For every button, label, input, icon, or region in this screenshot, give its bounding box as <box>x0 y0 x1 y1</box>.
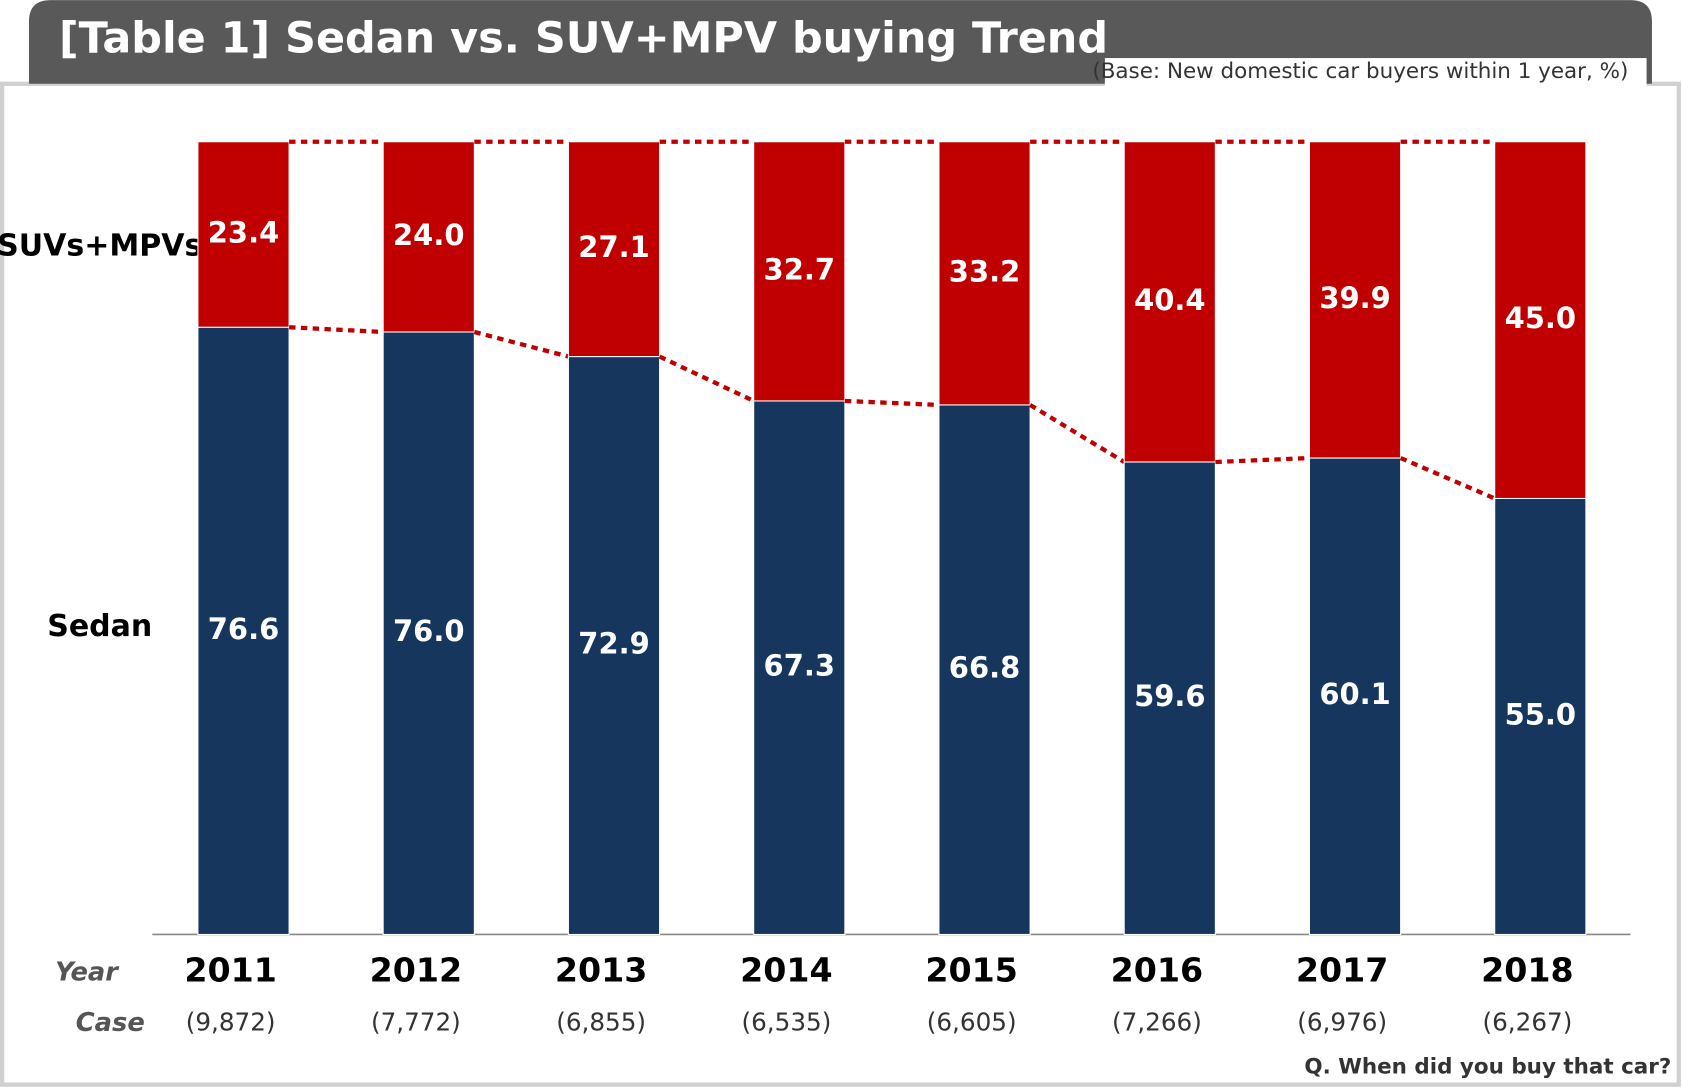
data-label: 66.8 <box>949 651 1020 685</box>
data-label: 23.4 <box>208 215 279 249</box>
footnote: Q. When did you buy that car? <box>1304 1054 1671 1079</box>
series-label: SUVs+MPVs <box>0 228 202 263</box>
data-label: 72.9 <box>578 627 649 661</box>
trend-connector <box>473 329 569 359</box>
case-label: (6,535) <box>741 1007 831 1036</box>
case-label: (6,267) <box>1483 1007 1573 1036</box>
data-label: 45.0 <box>1505 301 1576 335</box>
chart-title: [Table 1] Sedan vs. SUV+MPV buying Trend <box>59 13 1108 63</box>
x-tick-label: 2014 <box>740 951 833 990</box>
case-label: (6,976) <box>1297 1007 1387 1036</box>
case-label: (6,855) <box>556 1007 646 1036</box>
trend-connector <box>658 354 755 403</box>
bar-segment <box>1123 461 1216 936</box>
x-tick-label: 2017 <box>1296 951 1389 990</box>
subtitle-panel <box>1104 58 1647 86</box>
case-label: (7,266) <box>1112 1007 1202 1036</box>
bar-segment <box>197 141 290 328</box>
x-tick-label: 2013 <box>555 951 648 990</box>
bar-segment <box>1308 141 1402 459</box>
data-label: 60.1 <box>1319 677 1390 711</box>
data-label: 76.0 <box>393 614 464 648</box>
data-label: 76.6 <box>208 612 279 646</box>
trend-connector <box>1215 455 1310 465</box>
case-label: (6,605) <box>927 1007 1017 1036</box>
data-label: 33.2 <box>949 254 1020 288</box>
bar-segment <box>753 400 846 936</box>
data-label: 39.9 <box>1319 281 1390 315</box>
case-label: (7,772) <box>371 1007 461 1036</box>
trend-connector <box>844 398 940 408</box>
data-label: 32.7 <box>764 252 835 286</box>
bar-segment <box>1494 497 1587 936</box>
data-label: 59.6 <box>1134 679 1205 713</box>
bar-segment <box>1123 141 1216 463</box>
bar-segment <box>938 404 1031 936</box>
bar-segment <box>1308 457 1402 936</box>
trend-connector <box>1399 456 1496 501</box>
x-tick-label: 2015 <box>925 951 1018 990</box>
bar-segment <box>567 141 661 358</box>
data-label: 67.3 <box>764 649 835 683</box>
bar-segment <box>382 141 475 333</box>
bar-segment <box>382 331 475 936</box>
x-tick-label: 2012 <box>370 951 463 990</box>
x-tick-label: 2016 <box>1111 951 1204 990</box>
chart-subtitle: (Base: New domestic car buyers within 1 … <box>1092 59 1628 84</box>
bar-segment <box>938 141 1031 406</box>
data-label: 27.1 <box>578 230 649 264</box>
bar-segment <box>1494 141 1587 500</box>
bar-segment <box>753 141 846 402</box>
data-label: 40.4 <box>1134 283 1205 317</box>
row-label: Case <box>76 1008 145 1038</box>
series-label: Sedan <box>47 609 152 644</box>
row-label: Year <box>55 958 120 988</box>
trend-connector <box>288 325 384 335</box>
bar-segment <box>567 356 661 936</box>
data-label: 24.0 <box>393 218 464 252</box>
data-label: 55.0 <box>1505 697 1576 731</box>
case-label: (9,872) <box>186 1007 276 1036</box>
x-tick-label: 2011 <box>184 951 277 990</box>
x-tick-label: 2018 <box>1481 951 1574 990</box>
